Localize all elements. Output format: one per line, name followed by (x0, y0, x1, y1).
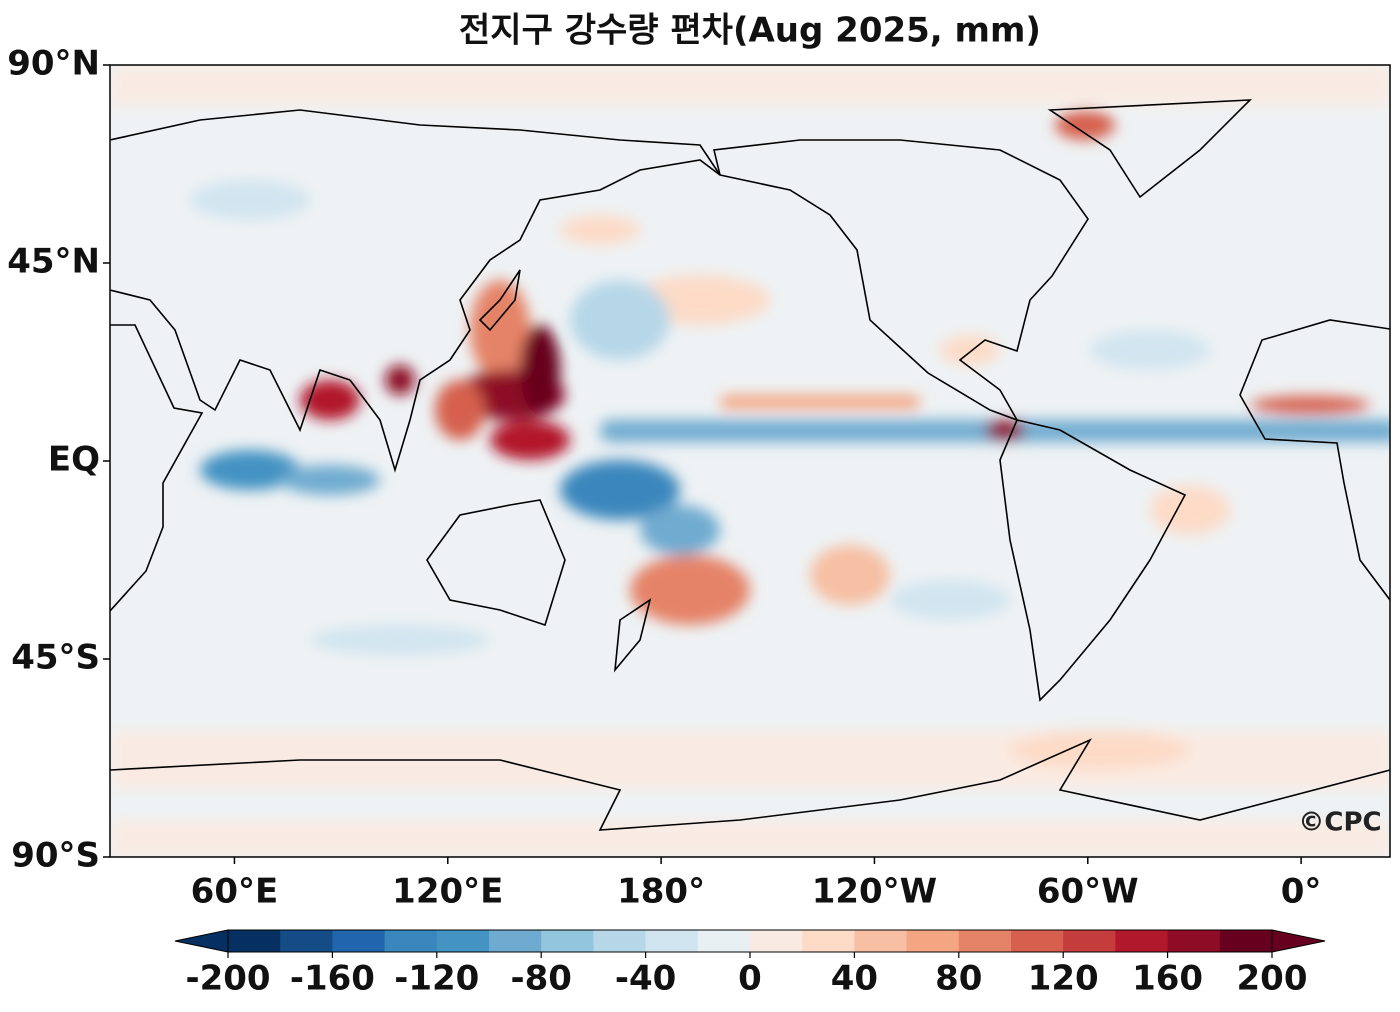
colorbar-segment (384, 930, 438, 952)
x-tick-label: 180° (617, 872, 705, 912)
colorbar-segment (332, 930, 386, 952)
colorbar-segment (958, 930, 1012, 952)
colorbar-extend-high (1271, 929, 1326, 953)
y-tick-label: 90°N (7, 44, 100, 84)
coastlines (110, 99, 1390, 831)
colorbar-tick-label: 80 (935, 959, 982, 999)
map-title: 전지구 강수량 편차(Aug 2025, mm) (459, 11, 1041, 51)
colorbar-segment (1167, 930, 1221, 952)
colorbar-segment (854, 930, 908, 952)
x-tick-label: 60°E (191, 872, 279, 912)
colorbar-tick-label: 160 (1132, 959, 1203, 999)
colorbar-segment (697, 930, 751, 952)
x-tick-label: 120°E (392, 872, 503, 912)
colorbar-tick-label: 120 (1028, 959, 1099, 999)
y-tick-label: EQ (48, 440, 100, 480)
colorbar-segment (228, 930, 281, 952)
colorbar-segment (280, 930, 333, 952)
colorbar-tick-label: -200 (185, 959, 270, 999)
x-tick-label: 60°W (1037, 872, 1139, 912)
colorbar-tick-label: -120 (394, 959, 479, 999)
colorbar-segment (750, 930, 803, 952)
y-tick-label: 90°S (11, 836, 100, 876)
colorbar-segment (802, 930, 855, 952)
colorbar-extend-low (174, 929, 229, 953)
plot-background (110, 65, 1390, 857)
colorbar-tick-label: 0 (738, 959, 762, 999)
colorbar-tick-label: 200 (1237, 959, 1308, 999)
colorbar-segment (1011, 930, 1064, 952)
colorbar-segment (593, 930, 647, 952)
x-tick-label: 120°W (812, 872, 937, 912)
colorbar-tick-label: -40 (615, 959, 676, 999)
y-tick-label: 45°S (11, 638, 100, 678)
x-tick-label: 0° (1281, 872, 1322, 912)
map-area: ©CPC (110, 65, 1390, 857)
colorbar-segment (645, 930, 699, 952)
colorbar-tick-label: -160 (290, 959, 375, 999)
colorbar-segment (1063, 930, 1116, 952)
colorbar-tick-label: 40 (831, 959, 878, 999)
colorbar-segment (1219, 930, 1273, 952)
anomaly-field (110, 65, 1390, 857)
colorbar-segment (489, 930, 542, 952)
colorbar-tick-label: -80 (510, 959, 571, 999)
y-tick-label: 45°N (7, 242, 100, 282)
colorbar-segment (436, 930, 490, 952)
watermark: ©CPC (1298, 808, 1381, 838)
colorbar-segment (906, 930, 960, 952)
colorbar-segment (1115, 930, 1169, 952)
colorbar-segment (541, 930, 594, 952)
